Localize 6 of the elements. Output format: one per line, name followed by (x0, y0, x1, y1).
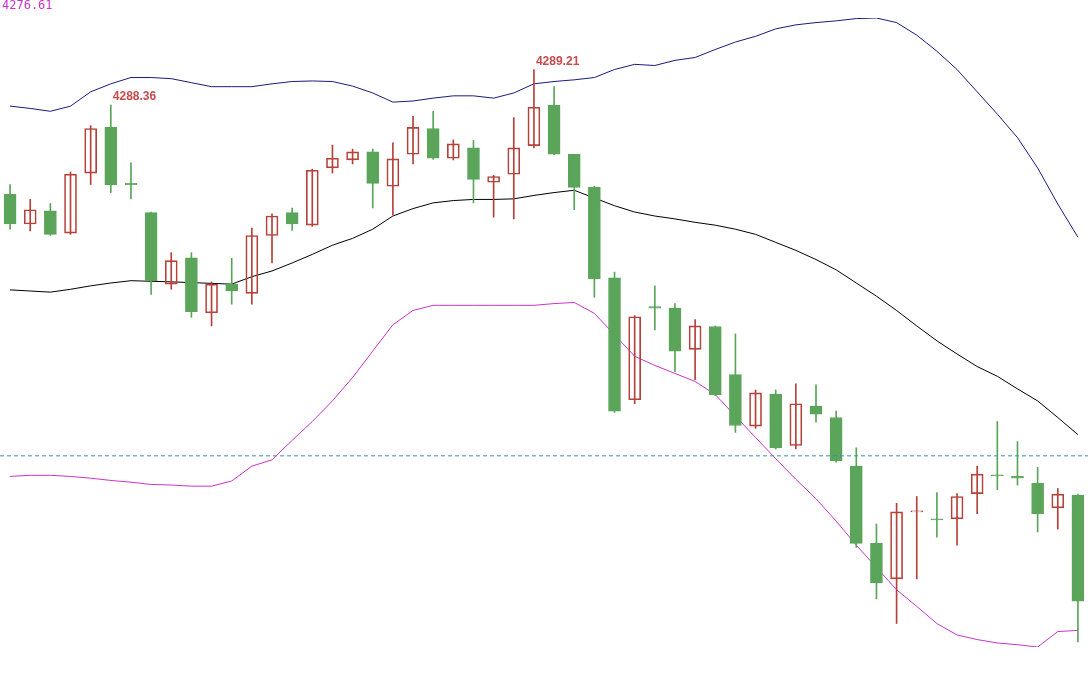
candlestick (930, 492, 944, 538)
candlestick (225, 258, 239, 305)
text: 4288.36 (112, 89, 157, 104)
text: 4289.21 (535, 53, 580, 68)
text: 4276.61 (2, 0, 53, 13)
candlestick (648, 285, 662, 331)
